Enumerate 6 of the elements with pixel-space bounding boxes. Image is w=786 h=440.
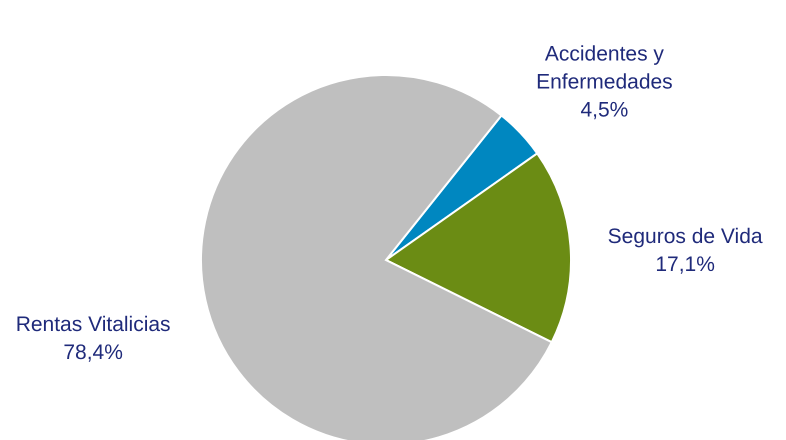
data-label: 17,1% (655, 252, 715, 276)
slice-label: Rentas Vitalicias (16, 312, 171, 336)
data-label: 78,4% (63, 340, 123, 364)
data-label: 4,5% (580, 98, 628, 122)
slice-label: Seguros de Vida (608, 224, 763, 248)
slice-label: Accidentes y Enfermedades (536, 42, 673, 94)
